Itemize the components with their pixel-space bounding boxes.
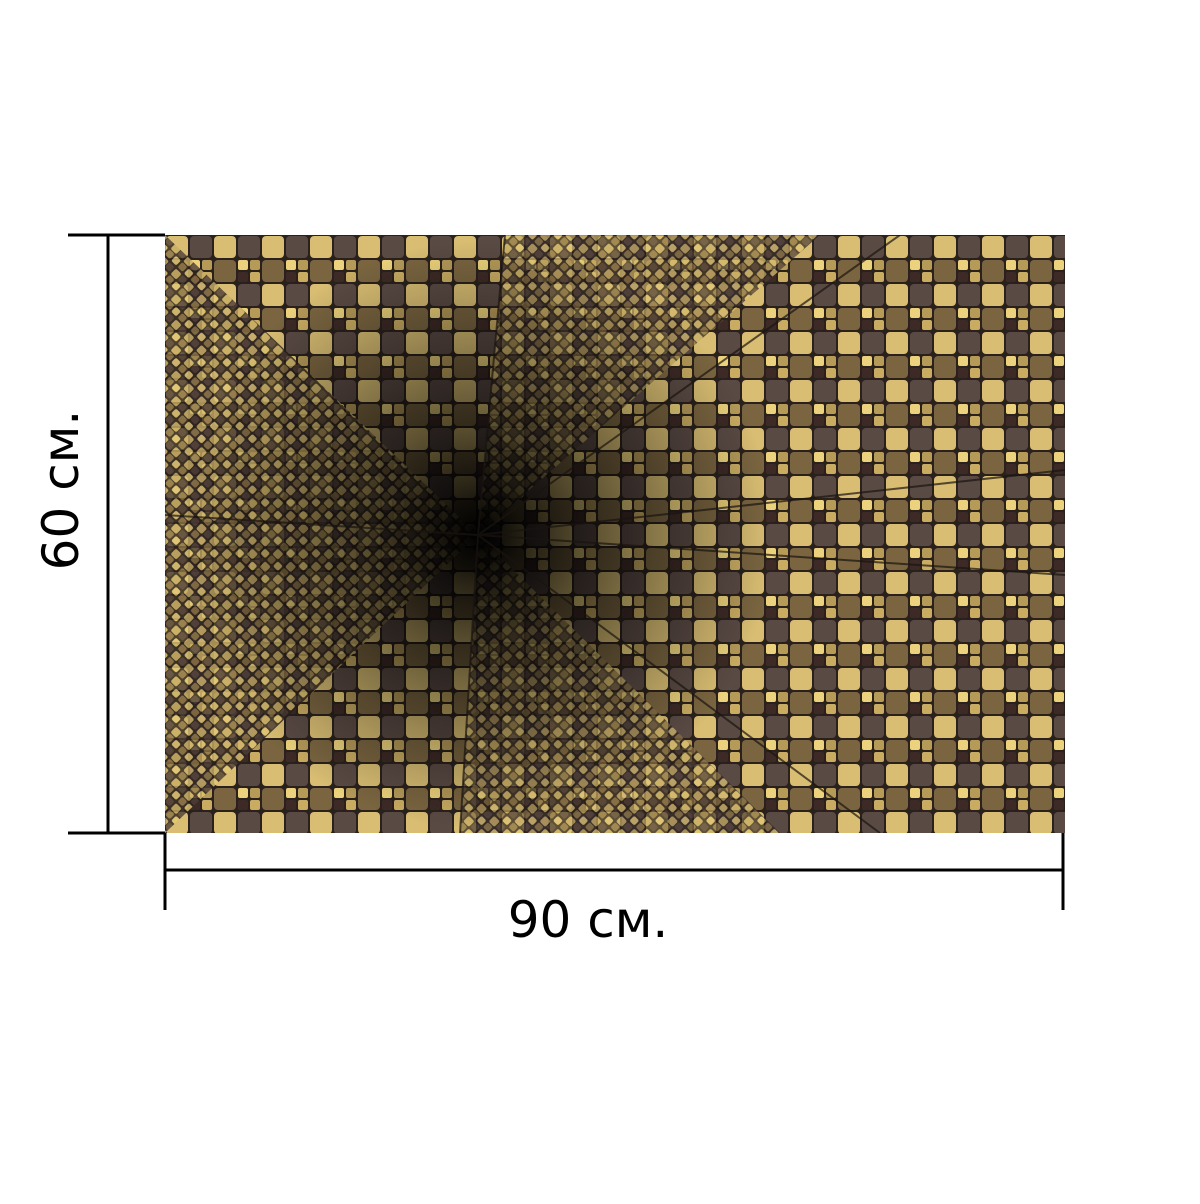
width-label: 90 см. (508, 891, 669, 949)
height-label: 60 см. (32, 410, 90, 571)
dimension-lines (68, 233, 1065, 910)
product-image (165, 235, 1065, 833)
